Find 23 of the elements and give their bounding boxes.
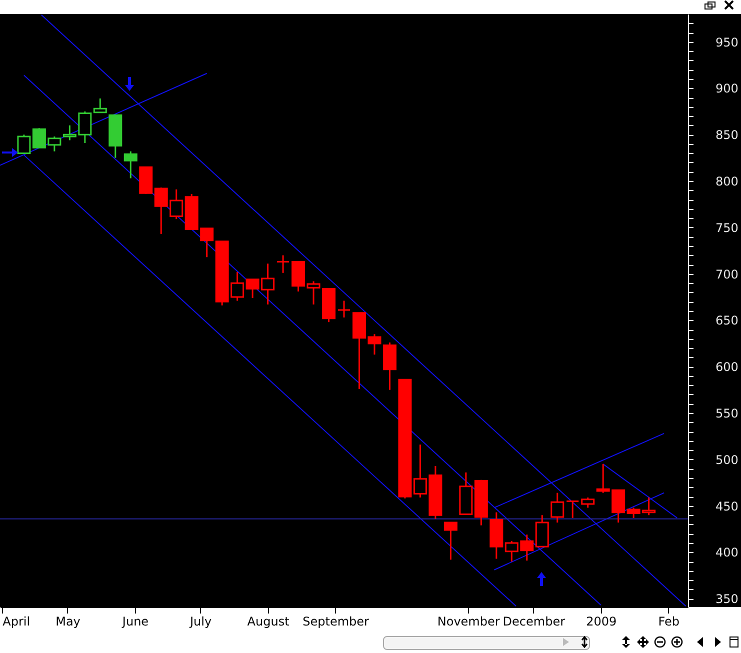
y-tick-label: 450 — [716, 499, 738, 514]
x-tick-label: December — [502, 614, 566, 628]
y-tick-label: 900 — [716, 82, 738, 96]
x-tick-label: August — [247, 614, 290, 628]
y-tick-label: 950 — [716, 35, 738, 50]
y-tick-label: 500 — [716, 452, 738, 467]
x-tick-label: June — [121, 614, 149, 628]
x-tick-label: April — [2, 614, 30, 628]
y-tick-label: 650 — [716, 314, 738, 328]
x-tick-label: Feb — [658, 614, 680, 628]
x-tick-label: November — [437, 614, 500, 628]
y-tick-label: 800 — [716, 174, 738, 189]
x-tick-label: 2009 — [586, 614, 617, 628]
x-tick-label: May — [56, 614, 80, 628]
y-tick-label: 850 — [716, 128, 738, 142]
y-tick-label: 400 — [716, 546, 738, 560]
y-tick-label: 350 — [716, 592, 738, 606]
y-tick-label: 700 — [716, 267, 738, 282]
y-tick-label: 600 — [716, 360, 738, 374]
y-tick-label: 550 — [716, 406, 738, 421]
y-tick-label: 750 — [716, 220, 738, 235]
x-tick-label: September — [302, 614, 370, 628]
x-tick-label: July — [189, 614, 212, 628]
